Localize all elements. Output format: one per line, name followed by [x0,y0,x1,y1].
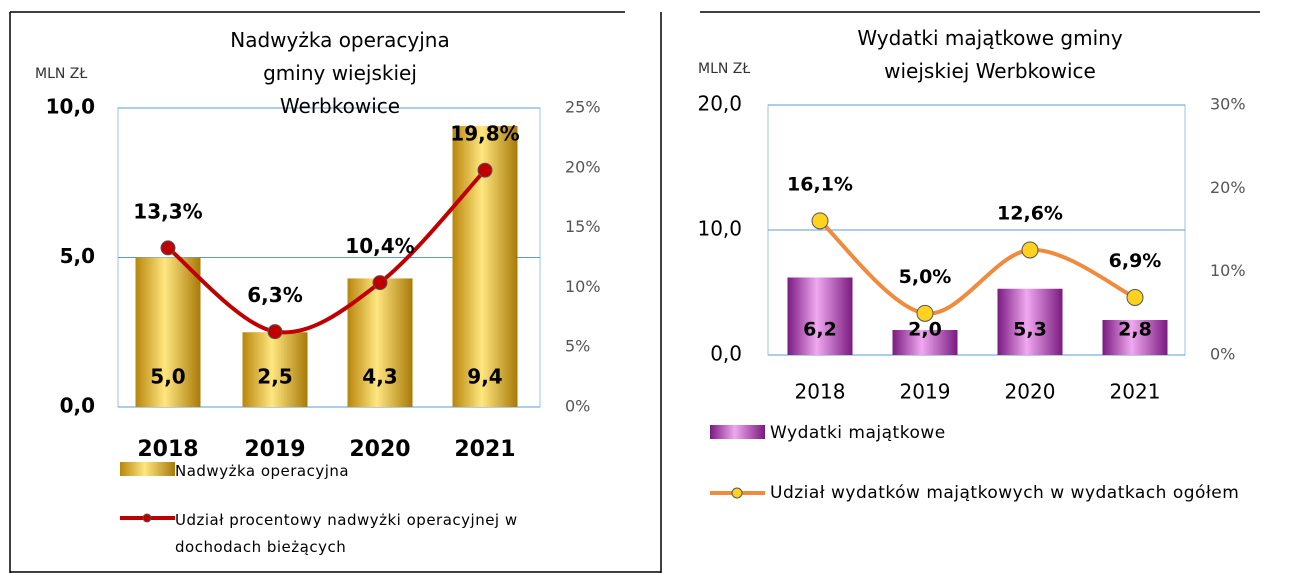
y2-tick-label: 0% [565,397,590,416]
line [818,219,1136,316]
y-tick-label: 5,0 [60,244,95,268]
marker [267,324,283,340]
legend-label: Wydatki majątkowe [770,423,946,443]
marker [477,162,493,178]
y-tick-label: 20,0 [697,92,742,116]
bar-value-label: 5,3 [1013,319,1047,341]
x-tick-label: 2019 [900,380,951,404]
x-tick-label: 2020 [349,437,410,462]
marker [916,304,934,322]
legend-marker [142,513,152,523]
line-value-label: 12,6% [997,203,1063,225]
bar [1102,320,1168,355]
bar [787,277,853,355]
bar-value-label: 6,2 [803,319,837,341]
line-value-label: 16,1% [787,173,853,195]
y-tick-label: 0,0 [710,342,742,366]
bar-value-label: 2,5 [257,365,292,389]
marker [160,240,176,256]
line-value-label: 19,8% [450,122,519,146]
line-value-label: 6,9% [1109,250,1162,272]
y-tick-label: 0,0 [60,394,95,418]
bar-value-label: 5,0 [150,365,185,389]
chart-title: Nadwyżka operacyjna gminy wiejskiej Werb… [230,28,450,118]
marker [1126,289,1144,306]
bar [997,288,1063,355]
line-value-label: 6,3% [247,283,302,307]
x-tick-label: 2020 [1005,380,1056,404]
marker [1021,241,1039,259]
bar-value-label: 2,8 [1118,319,1152,341]
y2-tick-label: 25% [565,98,601,117]
y2-tick-label: 20% [1210,178,1246,197]
bar [892,330,958,355]
legend-swatch [120,462,175,476]
y2-tick-label: 10% [565,277,601,296]
x-tick-label: 2018 [137,437,198,462]
bar [135,257,201,407]
x-tick-label: 2018 [795,380,846,404]
x-tick-label: 2021 [1110,380,1161,404]
y2-tick-label: 5% [565,337,590,356]
legend-label: Udział procentowy nadwyżki operacyjnej w… [175,511,518,556]
legend-swatch [710,425,765,439]
y2-tick-label: 15% [565,217,601,236]
bar [242,332,308,407]
y-tick-label: 10,0 [46,95,95,119]
y2-tick-label: 0% [1210,345,1235,364]
y2-tick-label: 30% [1210,95,1246,114]
legend-label: Nadwyżka operacyjna [175,462,350,480]
y2-tick-label: 10% [1210,261,1246,280]
legend-label: Udział wydatków majątkowych w wydatkach … [770,483,1240,503]
bar-value-label: 9,4 [467,365,502,389]
y-tick-label: 10,0 [697,217,742,241]
line-value-label: 5,0% [899,266,952,288]
legend-marker [731,487,743,499]
marker [811,212,829,230]
line [166,168,487,335]
y2-tick-label: 20% [565,157,601,176]
marker [372,275,388,291]
x-tick-label: 2019 [244,437,305,462]
line-value-label: 13,3% [133,199,202,223]
bar-value-label: 4,3 [362,365,397,389]
y-axis-label: MLN ZŁ [35,66,88,82]
y-axis-label: MLN ZŁ [698,61,751,77]
x-tick-label: 2021 [454,437,515,462]
chart-title: Wydatki majątkowe gminy wiejskiej Werbko… [857,26,1123,83]
bar-value-label: 2,0 [908,319,942,341]
line-value-label: 10,4% [345,234,414,258]
